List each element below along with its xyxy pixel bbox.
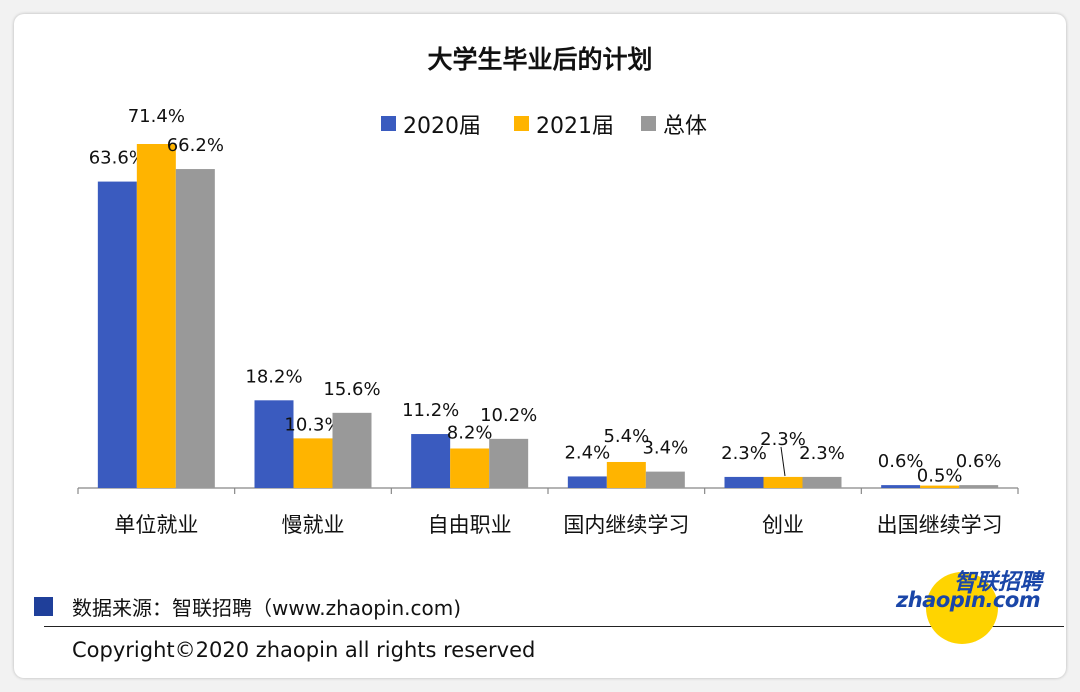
bar [293, 438, 333, 488]
logo-circle-icon [926, 572, 998, 644]
logo-chinese-text: 智联招聘 [954, 570, 1043, 595]
source-marker [34, 597, 53, 616]
bar [254, 400, 294, 488]
legend-label: 2021届 [536, 114, 614, 139]
x-tick-label: 单位就业 [114, 513, 198, 537]
data-label: 15.6% [323, 379, 380, 400]
bar [332, 412, 372, 488]
bar [567, 476, 607, 488]
data-label: 2.4% [564, 442, 610, 463]
data-label: 5.4% [603, 426, 649, 447]
bar [175, 169, 215, 488]
leader-line [780, 446, 786, 477]
x-tick-label: 出国继续学习 [877, 513, 1003, 537]
logo-english-text: zhaopin.com [896, 588, 1041, 612]
bar [411, 434, 451, 488]
data-label: 0.6% [956, 451, 1002, 472]
x-tick-label: 国内继续学习 [563, 513, 689, 537]
legend-swatch [381, 116, 396, 131]
data-label: 63.6% [89, 148, 146, 169]
bar [802, 476, 842, 488]
bar [606, 461, 646, 488]
data-label: 8.2% [447, 422, 493, 443]
data-label: 3.4% [642, 438, 688, 459]
data-label: 18.2% [245, 366, 302, 387]
data-label: 0.5% [917, 466, 963, 487]
bar [881, 485, 921, 488]
x-tick-label: 慢就业 [282, 513, 345, 537]
legend-label: 2020届 [403, 114, 481, 139]
zhaopin-logo: 智联招聘 zhaopin.com [896, 562, 1056, 644]
data-label: 2.3% [760, 429, 806, 450]
data-label: 0.6% [878, 451, 924, 472]
bar [645, 471, 685, 488]
bar [450, 448, 490, 488]
legend-swatch [514, 116, 529, 131]
data-label: 11.2% [402, 400, 459, 421]
data-label: 66.2% [167, 135, 224, 156]
bar [97, 181, 137, 488]
data-label: 2.3% [721, 443, 767, 464]
x-tick-label: 自由职业 [428, 513, 512, 537]
legend-label: 总体 [663, 114, 707, 139]
bar [920, 485, 960, 488]
footer-divider [44, 626, 1064, 627]
data-source: 数据来源：智联招聘（www.zhaopin.com) [72, 596, 462, 620]
bar-chart: 大学生毕业后的计划 2020届 2021届 总体 63.6% 71.4% 66.2% 单位就业… [77, 45, 1019, 537]
x-tick-label: 创业 [762, 513, 804, 537]
chart-title: 大学生毕业后的计划 [427, 45, 652, 74]
copyright-text: Copyright©2020 zhaopin all rights reserv… [72, 638, 536, 662]
legend-swatch [641, 116, 656, 131]
bar [959, 485, 999, 488]
bar [724, 476, 764, 488]
bar [136, 144, 176, 488]
data-label: 2.3% [799, 443, 845, 464]
bar [489, 438, 529, 488]
data-label: 10.2% [480, 405, 537, 426]
data-label: 71.4% [128, 106, 185, 127]
data-label: 10.3% [284, 414, 341, 435]
bar [763, 476, 803, 488]
